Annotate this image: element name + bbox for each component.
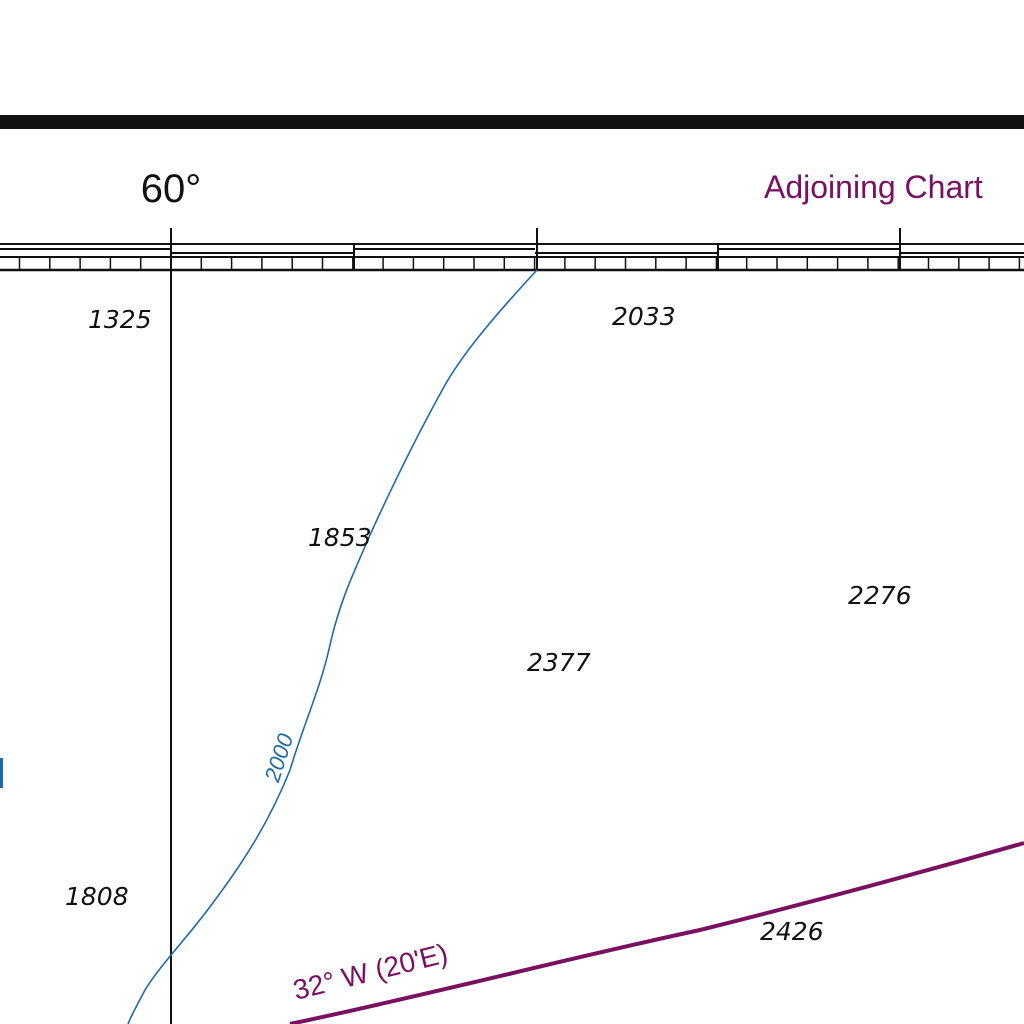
sounding-1853: 1853 bbox=[308, 523, 372, 552]
sounding-2033: 2033 bbox=[612, 302, 676, 331]
depth-contour-2000 bbox=[127, 269, 538, 1024]
sounding-2426: 2426 bbox=[760, 917, 824, 946]
scale-major-ticks bbox=[170, 228, 901, 270]
scale-minute-ticks bbox=[18, 257, 1021, 270]
adjoining-chart-label: Adjoining Chart bbox=[764, 169, 983, 205]
sounding-2377: 2377 bbox=[527, 648, 591, 677]
edge-mark bbox=[0, 758, 3, 788]
longitude-label: 60° bbox=[141, 167, 202, 211]
sounding-1325: 1325 bbox=[88, 305, 152, 334]
depth-contour-label: 2000 bbox=[259, 730, 298, 786]
sounding-1808: 1808 bbox=[65, 882, 129, 911]
border-scale bbox=[0, 228, 1024, 272]
isogonic-line bbox=[289, 841, 1024, 1024]
chart-neat-line bbox=[0, 115, 1024, 129]
isogonic-label: 32° W (20'E) bbox=[290, 937, 451, 1005]
sounding-2276: 2276 bbox=[848, 581, 912, 610]
scale-alternating-bars bbox=[0, 248, 1024, 254]
